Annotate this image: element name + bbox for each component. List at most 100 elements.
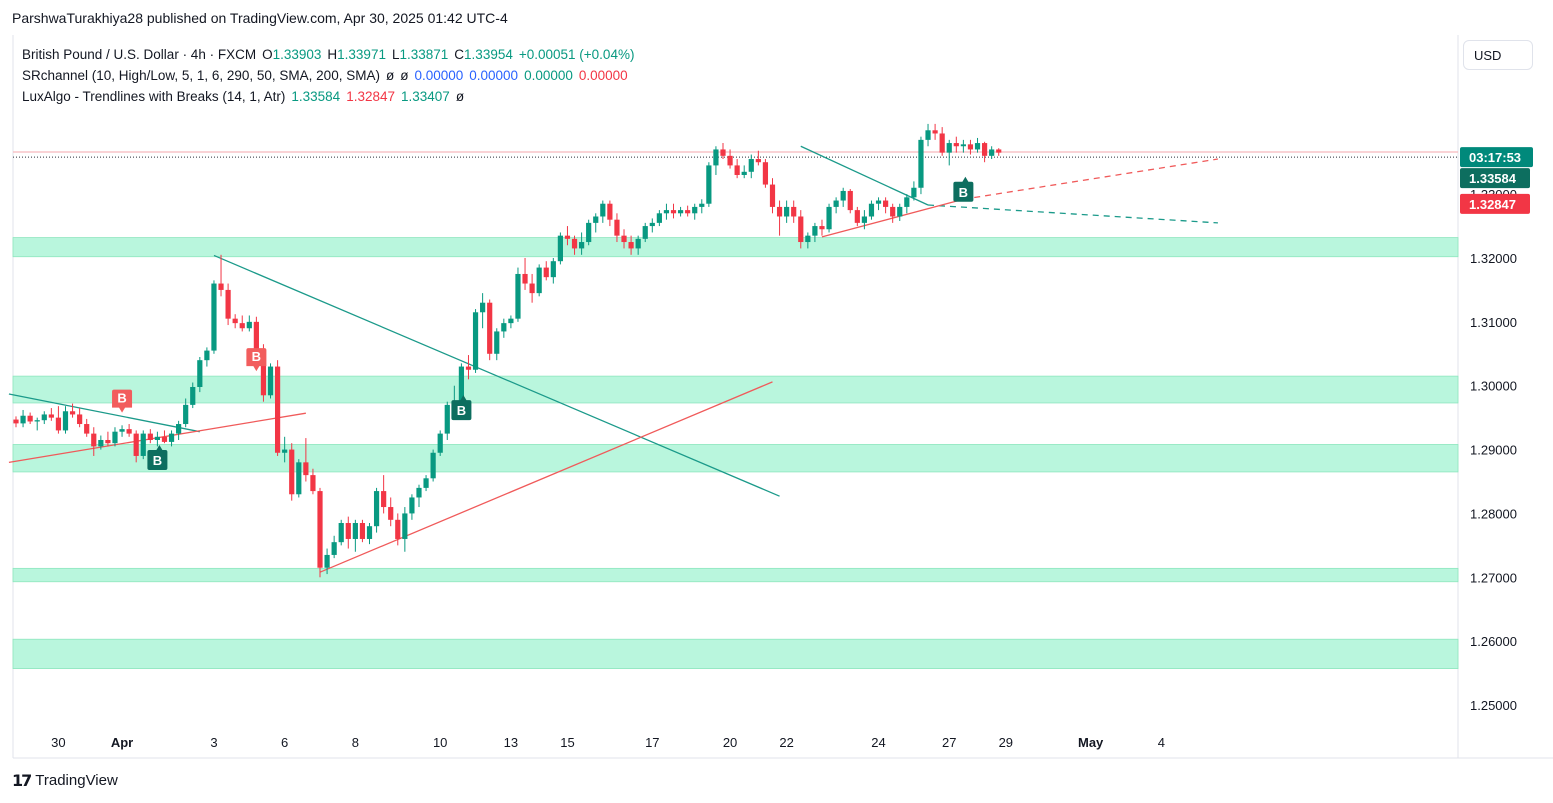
- candle: [423, 475, 429, 492]
- candle: [487, 299, 493, 361]
- candle-body: [168, 433, 175, 442]
- candle: [911, 181, 917, 201]
- break-label-1: B: [147, 444, 168, 470]
- high-label: H: [327, 47, 338, 62]
- candle-body: [480, 302, 486, 313]
- indicator-luxalgo-name: LuxAlgo - Trendlines with Breaks (14, 1,…: [22, 89, 286, 104]
- candle-body: [303, 462, 309, 476]
- candle: [501, 318, 507, 338]
- candle: [246, 315, 252, 332]
- candle: [458, 363, 465, 405]
- sr-zone-3: [12, 567, 1459, 583]
- candle: [649, 218, 655, 233]
- x-tick-label: 4: [1158, 735, 1165, 750]
- candle: [267, 363, 274, 399]
- candle-body: [260, 350, 267, 396]
- candle-body: [13, 419, 19, 424]
- candle-body: [656, 213, 662, 223]
- candle: [211, 280, 217, 354]
- publisher-line: ParshwaTurakhiya28 published on TradingV…: [12, 10, 508, 26]
- candle: [946, 139, 952, 166]
- candle: [663, 203, 670, 220]
- candle-body: [381, 491, 387, 508]
- candle-body: [670, 210, 677, 214]
- candle: [366, 523, 373, 545]
- candle: [699, 199, 705, 214]
- candle: [239, 315, 245, 332]
- tradingview-logo[interactable]: 17 TradingView: [12, 771, 118, 790]
- break-label-box: [451, 395, 472, 421]
- candle: [69, 403, 76, 418]
- candle: [784, 200, 790, 223]
- candle-body: [176, 424, 182, 434]
- candle: [614, 213, 620, 243]
- candle-body: [974, 143, 981, 150]
- x-tick-label: 3: [210, 735, 217, 750]
- x-tick-label: 27: [942, 735, 956, 750]
- candle: [854, 206, 860, 227]
- indicator-luxalgo-row[interactable]: LuxAlgo - Trendlines with Breaks (14, 1,…: [22, 86, 640, 107]
- candle-body: [62, 411, 69, 431]
- candle: [918, 136, 924, 195]
- candle: [897, 203, 903, 221]
- candle-body: [133, 433, 139, 456]
- candle: [883, 197, 889, 214]
- candle: [741, 165, 747, 179]
- candle-body: [883, 200, 889, 207]
- candle: [939, 127, 945, 156]
- candle: [126, 424, 132, 437]
- candle-body: [642, 226, 648, 239]
- candle: [600, 200, 606, 223]
- candle-body: [232, 318, 238, 324]
- break-label-box: [953, 176, 974, 202]
- candle-body: [105, 439, 111, 444]
- candle: [656, 210, 662, 227]
- candle: [550, 258, 556, 284]
- candle-body: [317, 491, 323, 568]
- candle: [960, 139, 966, 153]
- symbol-name[interactable]: British Pound / U.S. Dollar · 4h · FXCM: [22, 47, 257, 62]
- candle: [84, 418, 90, 437]
- candle: [557, 232, 563, 265]
- candle-body: [868, 203, 875, 217]
- candle: [805, 232, 811, 249]
- candle-body: [296, 462, 302, 495]
- candle: [776, 200, 783, 236]
- x-tick-label: 29: [999, 735, 1013, 750]
- candle: [890, 203, 896, 223]
- candle: [303, 438, 309, 482]
- candle-body: [727, 155, 733, 166]
- candle-body: [748, 159, 754, 172]
- candle: [154, 431, 160, 447]
- currency-button[interactable]: USD: [1463, 40, 1533, 70]
- indicator-srchannel-row[interactable]: SRchannel (10, High/Low, 5, 1, 6, 290, 5…: [22, 65, 640, 86]
- candle-body: [621, 235, 627, 243]
- candle-body: [373, 491, 380, 527]
- candle-body: [628, 242, 634, 249]
- candle-body: [225, 289, 231, 319]
- indicator-srchannel-value-4: 0.00000: [578, 68, 628, 83]
- candle-body: [487, 302, 493, 354]
- candle: [472, 309, 479, 373]
- candle-body: [112, 431, 118, 444]
- last-price-tag-text: 1.33584: [1469, 171, 1517, 186]
- candle-body: [515, 273, 521, 319]
- indicator-srchannel-value-1: 0.00000: [414, 68, 464, 83]
- candle-body: [204, 350, 210, 361]
- candle: [515, 267, 521, 322]
- candle-body: [98, 439, 104, 447]
- candle: [289, 443, 295, 501]
- trendline-price-tag: 1.32847: [1460, 193, 1530, 214]
- candle: [670, 203, 677, 219]
- indicator-srchannel-value-3: 0.00000: [524, 68, 573, 83]
- countdown-tag-box: [1460, 147, 1533, 168]
- candle-body: [430, 452, 436, 479]
- candle: [812, 222, 818, 243]
- candle: [564, 226, 571, 246]
- candle-body: [833, 200, 839, 207]
- close-value: 1.33954: [464, 47, 513, 62]
- candle-body: [550, 261, 556, 278]
- candle: [105, 431, 111, 447]
- candle: [677, 206, 684, 217]
